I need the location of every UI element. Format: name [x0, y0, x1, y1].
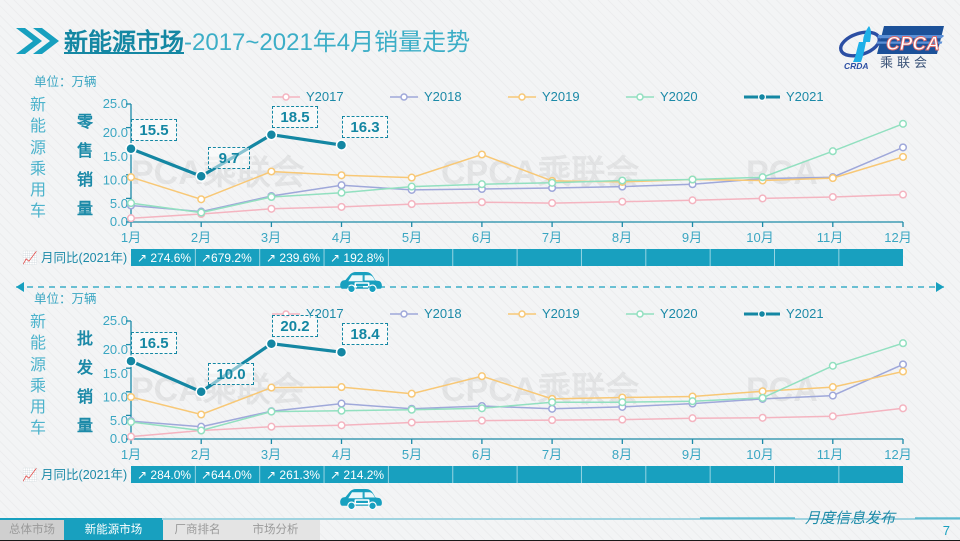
svg-text:15.0: 15.0 [103, 366, 128, 381]
svg-text:9月: 9月 [682, 447, 702, 462]
svg-text:0.0: 0.0 [110, 431, 128, 446]
svg-text:11月: 11月 [817, 447, 844, 462]
svg-text:↗644.0%: ↗644.0% [201, 468, 252, 482]
svg-text:↗ 284.0%: ↗ 284.0% [137, 468, 191, 482]
svg-text:5月: 5月 [402, 447, 422, 462]
svg-text:10月: 10月 [746, 447, 773, 462]
svg-text:20.0: 20.0 [103, 125, 128, 140]
svg-text:25.0: 25.0 [103, 313, 128, 328]
svg-text:2月: 2月 [191, 447, 211, 462]
svg-text:5.0: 5.0 [110, 413, 128, 428]
svg-text:7月: 7月 [542, 447, 562, 462]
svg-text:1月: 1月 [121, 447, 141, 462]
svg-text:15.0: 15.0 [103, 149, 128, 164]
svg-text:↗ 261.3%: ↗ 261.3% [266, 468, 320, 482]
svg-text:5.0: 5.0 [110, 196, 128, 211]
svg-text:↗ 214.2%: ↗ 214.2% [330, 468, 384, 482]
svg-text:10.0: 10.0 [103, 173, 128, 188]
svg-text:3月: 3月 [261, 447, 281, 462]
svg-text:12月: 12月 [884, 447, 911, 462]
svg-text:25.0: 25.0 [103, 96, 128, 111]
svg-text:8月: 8月 [612, 447, 632, 462]
svg-text:4月: 4月 [332, 447, 352, 462]
svg-text:10.0: 10.0 [103, 390, 128, 405]
svg-text:20.0: 20.0 [103, 342, 128, 357]
svg-text:7: 7 [943, 523, 950, 538]
svg-text:📈 月同比(2021年): 📈 月同比(2021年) [22, 467, 127, 482]
svg-text:6月: 6月 [472, 447, 492, 462]
svg-text:月度信息发布: 月度信息发布 [805, 510, 897, 527]
